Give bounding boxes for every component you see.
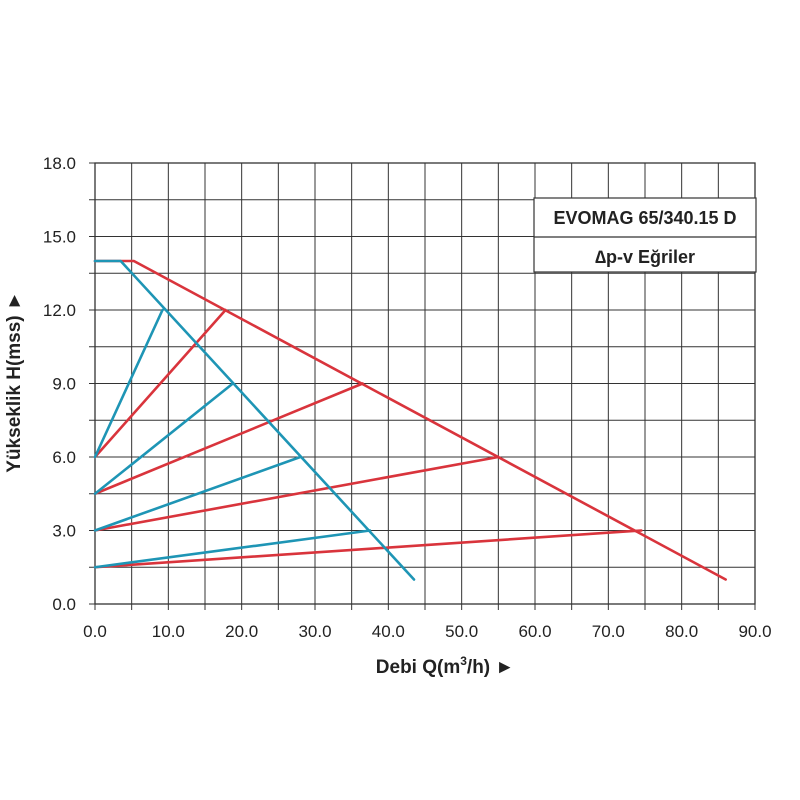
series-line-red-1 — [93, 308, 227, 459]
y-tick-label: 6.0 — [52, 448, 76, 467]
series-line-red-3 — [93, 455, 500, 532]
y-tick-label: 12.0 — [43, 301, 76, 320]
x-tick-label: 20.0 — [225, 622, 258, 641]
x-tick-label: 40.0 — [372, 622, 405, 641]
x-tick-label: 80.0 — [665, 622, 698, 641]
chart-subtitle: ∆p-v Eğriler — [595, 247, 695, 267]
y-axis-label: Yükseklik H(mss) ► — [4, 291, 25, 472]
grid — [89, 162, 756, 610]
x-tick-label: 70.0 — [592, 622, 625, 641]
x-axis-label: Debi Q(m3/h) ► — [376, 654, 514, 678]
y-tick-label: 9.0 — [52, 375, 76, 394]
y-tick-label: 0.0 — [52, 595, 76, 614]
x-tick-label: 60.0 — [518, 622, 551, 641]
x-tick-label: 50.0 — [445, 622, 478, 641]
x-tick-label: 10.0 — [152, 622, 185, 641]
series-lines — [93, 259, 727, 581]
series-line-blue-9 — [93, 529, 372, 569]
series-line-red-4 — [93, 529, 643, 569]
series-line-blue-7 — [93, 382, 235, 496]
x-tick-label: 0.0 — [83, 622, 107, 641]
x-tick-label: 90.0 — [738, 622, 771, 641]
x-tick-label: 30.0 — [298, 622, 331, 641]
series-line-blue-5 — [93, 259, 416, 581]
legend-box: EVOMAG 65/340.15 D ∆p-v Eğriler — [533, 197, 757, 273]
series-line-blue-6 — [93, 308, 164, 459]
chart-title: EVOMAG 65/340.15 D — [553, 208, 736, 228]
y-tick-label: 3.0 — [52, 522, 76, 541]
y-tick-label: 15.0 — [43, 228, 76, 247]
plot-border — [94, 162, 756, 605]
y-tick-label: 18.0 — [43, 154, 76, 173]
tick-labels: 0.0 10.0 20.0 30.0 40.0 50.0 60.0 70.0 80.0 90.0 0… — [43, 154, 772, 641]
series-line-blue-8 — [93, 455, 302, 532]
series-line-red-2 — [93, 382, 364, 496]
